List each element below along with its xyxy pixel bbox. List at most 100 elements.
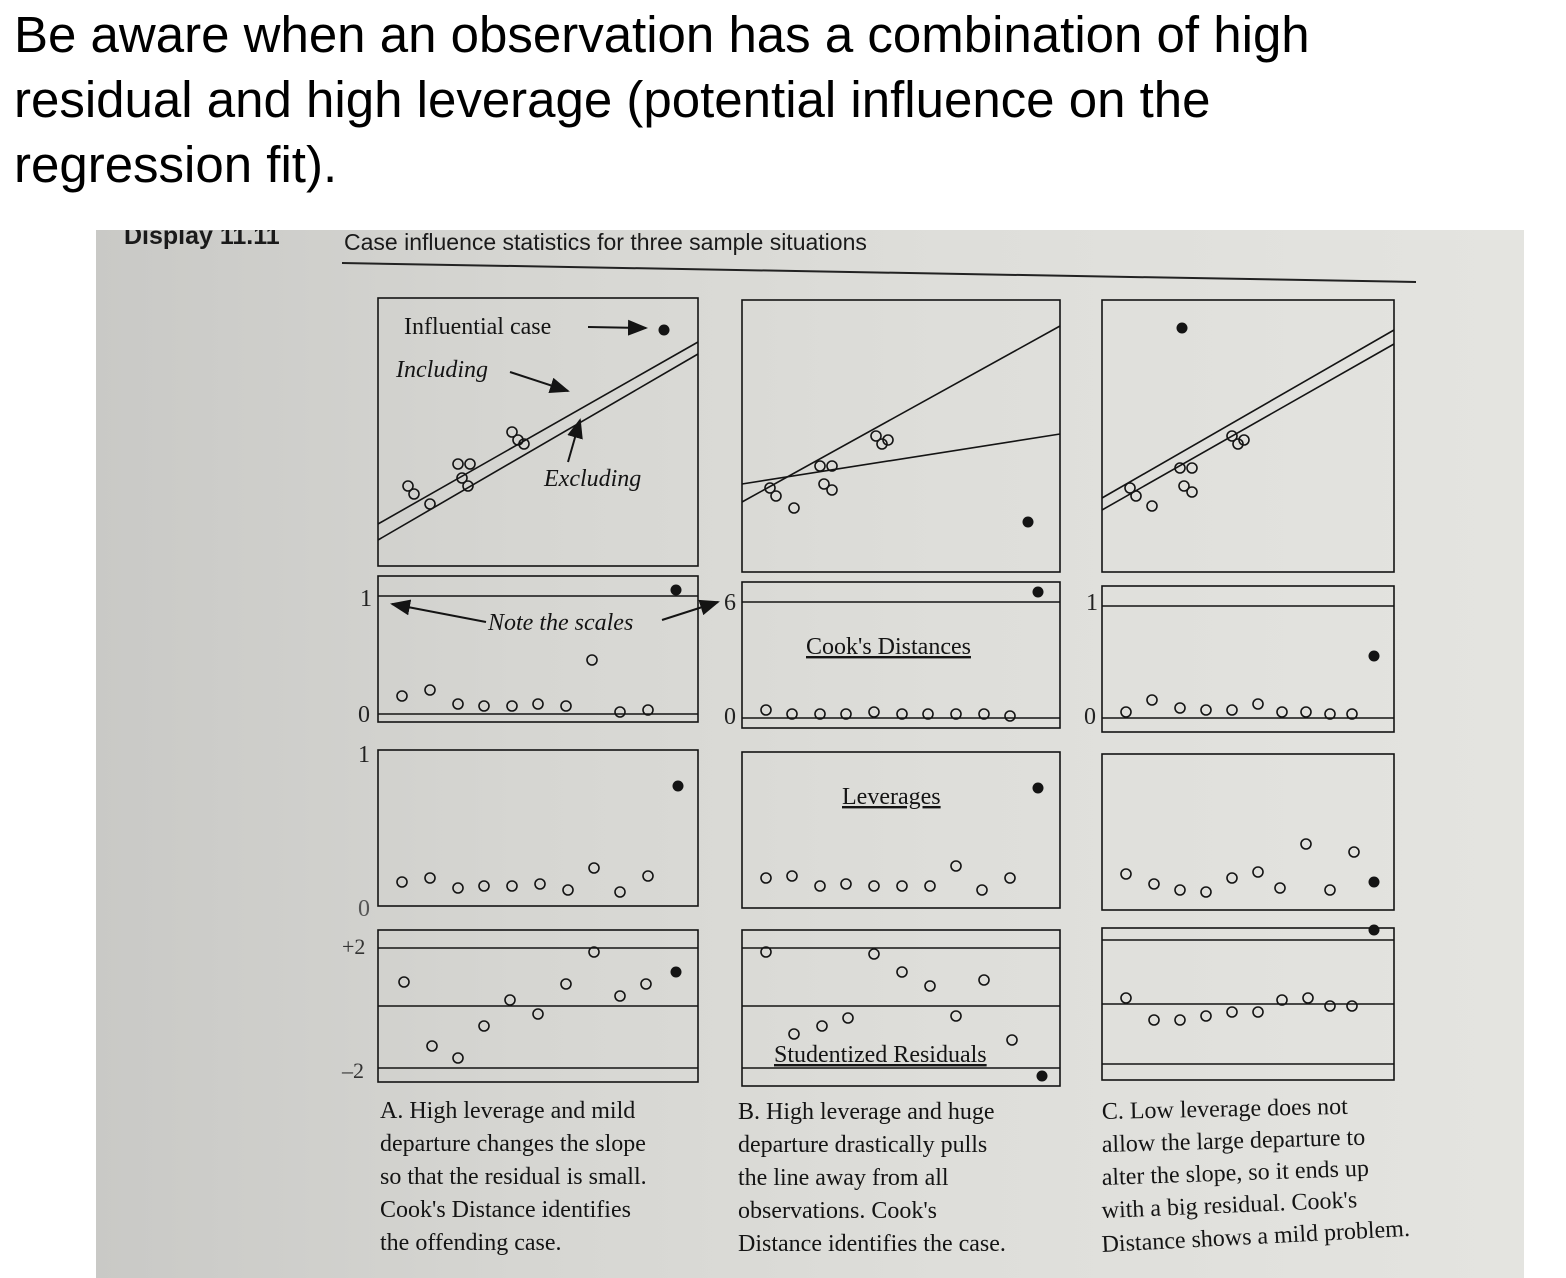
residual-tick-minus2: –2 <box>341 1058 364 1083</box>
leverage-point <box>452 882 464 894</box>
residual-point <box>1324 1000 1336 1012</box>
leverage-point <box>868 880 880 892</box>
cooks-panel-c <box>1101 585 1395 733</box>
residual-point <box>1174 1014 1186 1026</box>
influential-point <box>670 966 682 978</box>
scatter-point <box>452 458 464 470</box>
influential-point <box>1368 650 1380 662</box>
leverage-point <box>1324 884 1336 896</box>
cooks-point <box>814 708 826 720</box>
scatter-point <box>870 430 882 442</box>
cooks-point <box>1200 704 1212 716</box>
scatter-point <box>1146 500 1158 512</box>
scatter-point <box>1238 434 1250 446</box>
residual-point <box>1252 1006 1264 1018</box>
cooks-point <box>840 708 852 720</box>
leverage-point <box>1348 846 1360 858</box>
scatter-point <box>424 498 436 510</box>
cooks-point <box>786 708 798 720</box>
caption-c-line: Distance shows a mild problem. <box>1101 1216 1411 1258</box>
cooks-point <box>452 698 464 710</box>
leverage-point <box>614 886 626 898</box>
scatter-point <box>408 488 420 500</box>
excluding-arrow <box>567 418 583 463</box>
cooks-point <box>396 690 408 702</box>
influential-case-label: Influential case <box>404 314 551 340</box>
leverage-tick-1: 1 <box>358 742 370 768</box>
leverage-point <box>642 870 654 882</box>
leverage-panel-a <box>377 749 699 907</box>
scatter-point <box>518 438 530 450</box>
scatter-point <box>1124 482 1136 494</box>
residual-point <box>1120 992 1132 1004</box>
cooks-a-tick-0: 0 <box>358 702 370 728</box>
residual-point <box>588 946 600 958</box>
caption-c-line: alter the slope, so it ends up <box>1101 1156 1369 1191</box>
cooks-point <box>1300 706 1312 718</box>
header-rule <box>341 262 1417 283</box>
slide-title-line: Be aware when an observation has a combi… <box>14 6 1310 63</box>
regression-line-c-including <box>1101 329 1395 499</box>
leverage-point <box>1200 886 1212 898</box>
scatter-panel-b <box>741 299 1061 573</box>
scatter-point <box>882 434 894 446</box>
leverage-panel-b <box>741 751 1061 909</box>
caption-a-line: departure changes the slope <box>380 1131 646 1157</box>
residual-point <box>532 1008 544 1020</box>
display-label: Display 11.11 <box>124 230 280 250</box>
scatter-point <box>1232 438 1244 450</box>
leverage-point <box>1274 882 1286 894</box>
residual-point <box>816 1020 828 1032</box>
cooks-point <box>614 706 626 718</box>
scatter-point <box>826 460 838 472</box>
scatter-point <box>1178 480 1190 492</box>
residual-point <box>504 994 516 1006</box>
influential-case-arrow <box>587 319 648 336</box>
scatter-point <box>402 480 414 492</box>
cooks-point <box>560 700 572 712</box>
cooks-point <box>642 704 654 716</box>
slide-title-line: regression fit). <box>14 136 338 193</box>
regression-line-b-excluding <box>741 325 1061 503</box>
influential-point <box>670 584 682 596</box>
studentized-residuals-label: Studentized Residuals <box>774 1042 987 1068</box>
residual-point <box>1302 992 1314 1004</box>
influential-point <box>672 780 684 792</box>
note-scales-arrow-left <box>390 599 487 623</box>
regression-line-c-excluding <box>1101 343 1395 511</box>
leverage-point <box>840 878 852 890</box>
influential-point <box>1032 782 1044 794</box>
cooks-panel-b <box>741 581 1061 729</box>
leverage-point <box>562 884 574 896</box>
scatter-point <box>1130 490 1142 502</box>
panel-grid <box>377 297 1395 1087</box>
leverage-point <box>760 872 772 884</box>
textbook-photo: Display 11.11 Case influence statistics … <box>96 230 1524 1278</box>
scatter-panel-a <box>377 297 699 567</box>
cooks-point <box>978 708 990 720</box>
scatter-point <box>876 438 888 450</box>
cooks-point <box>424 684 436 696</box>
scatter-point <box>826 484 838 496</box>
cooks-point <box>1252 698 1264 710</box>
regression-line-b-including <box>741 433 1061 485</box>
cooks-point <box>1120 706 1132 718</box>
cooks-point <box>760 704 772 716</box>
residual-point <box>760 946 772 958</box>
influential-point <box>658 324 670 336</box>
leverage-point <box>924 880 936 892</box>
caption-b-line: Distance identifies the case. <box>738 1231 1006 1257</box>
residual-point <box>560 978 572 990</box>
residual-point <box>868 948 880 960</box>
cooks-point <box>1226 704 1238 716</box>
caption-c-line: C. Low leverage does not <box>1102 1094 1349 1125</box>
scatter-point <box>1186 486 1198 498</box>
influential-point <box>1368 876 1380 888</box>
scatter-panel-c <box>1101 299 1395 573</box>
including-label: Including <box>395 357 488 383</box>
cooks-point <box>896 708 908 720</box>
residual-point <box>426 1040 438 1052</box>
captions: A. High leverage and mild departure chan… <box>380 1094 1411 1258</box>
scatter-point <box>506 426 518 438</box>
excluding-label: Excluding <box>543 466 641 492</box>
